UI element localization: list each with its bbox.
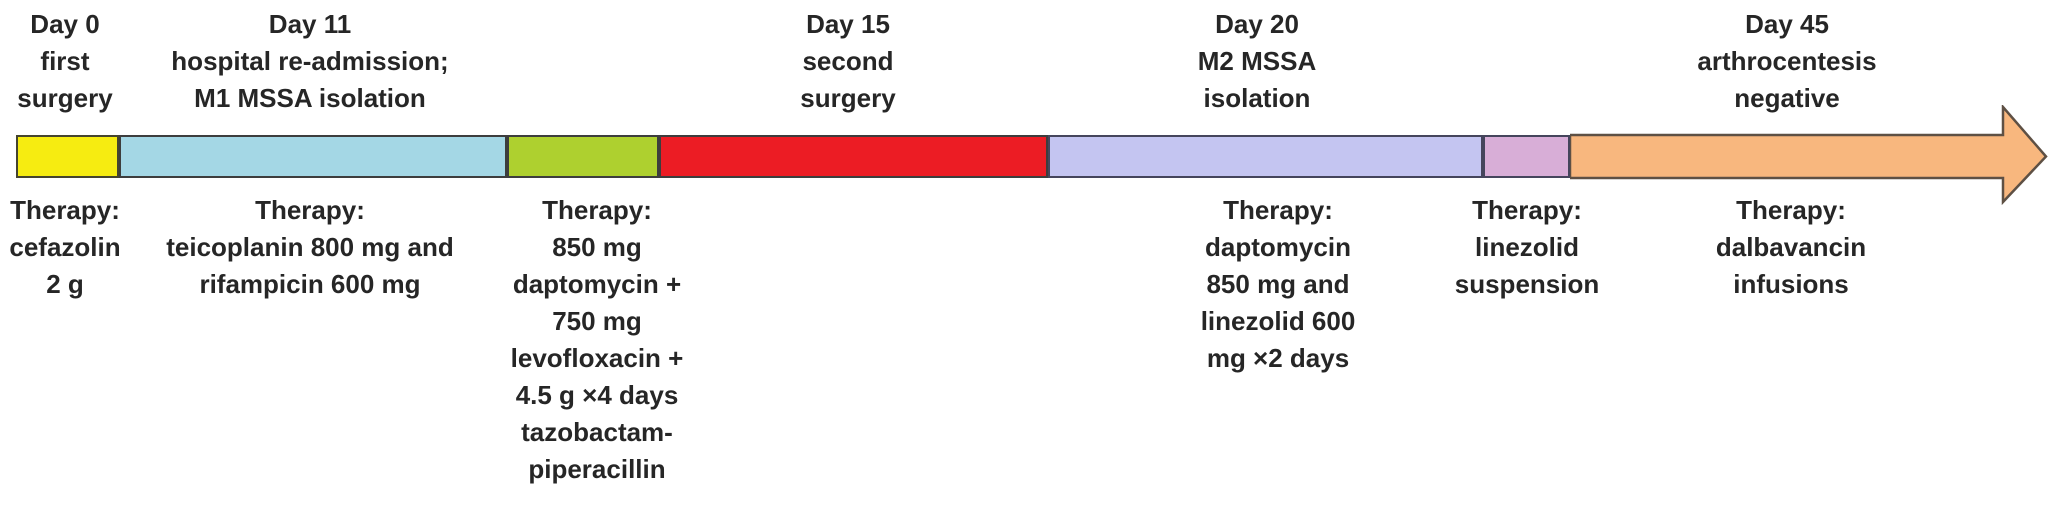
therapy-therapy-linezolid: Therapy: linezolid suspension <box>1455 192 1599 303</box>
therapy-line: 4.5 g ×4 days <box>515 380 679 410</box>
event-day-15: Day 15 second surgery <box>800 6 895 117</box>
therapy-therapy-cefazolin: Therapy: cefazolin 2 g <box>9 192 120 303</box>
therapy-line: daptomycin <box>1205 232 1351 262</box>
event-day-0: Day 0 first surgery <box>17 6 112 117</box>
right-arrow-shape <box>1570 105 2048 205</box>
therapy-line: 2 g <box>46 269 84 299</box>
event-line: hospital re-admission; <box>171 46 449 76</box>
therapy-line: 850 mg <box>552 232 642 262</box>
therapy-line: rifampicin 600 mg <box>199 269 421 299</box>
therapy-line: mg ×2 days <box>1206 343 1350 373</box>
segment-cefazolin-period <box>16 135 119 178</box>
event-line: surgery <box>17 83 113 113</box>
segment-linezolid-suspension-period <box>1483 135 1570 178</box>
therapy-line: Therapy: <box>1736 195 1846 225</box>
therapy-line: Therapy: <box>1223 195 1333 225</box>
therapy-therapy-daptomycin-levofloxacin: Therapy: 850 mg daptomycin + 750 mg levoflox… <box>511 192 684 488</box>
event-line: M2 MSSA <box>1197 46 1317 76</box>
therapy-line: Therapy: <box>542 195 652 225</box>
therapy-line: 750 mg <box>552 306 642 336</box>
segment-second-surgery-period <box>659 135 1048 178</box>
therapy-line: linezolid <box>1474 232 1579 262</box>
therapy-line: daptomycin + <box>512 269 682 299</box>
event-line: surgery <box>800 83 896 113</box>
event-day-45: Day 45 arthrocentesis negative <box>1697 6 1876 117</box>
therapy-line: teicoplanin 800 mg and <box>166 232 454 262</box>
event-line: second <box>802 46 894 76</box>
therapy-line: infusions <box>1733 269 1849 299</box>
therapy-line: levofloxacin + <box>510 343 684 373</box>
event-line: M1 MSSA isolation <box>194 83 426 113</box>
therapy-line: Therapy: <box>10 195 120 225</box>
event-line: isolation <box>1203 83 1311 113</box>
event-line: Day 0 <box>30 9 100 39</box>
event-line: negative <box>1734 83 1840 113</box>
segment-dalbavancin-period-arrow <box>1570 105 2048 205</box>
therapy-line: Therapy: <box>1472 195 1582 225</box>
event-line: first <box>40 46 90 76</box>
therapy-therapy-dalbavancin: Therapy: dalbavancin infusions <box>1716 192 1866 303</box>
therapy-line: linezolid 600 <box>1200 306 1356 336</box>
therapy-line: 850 mg and <box>1206 269 1350 299</box>
therapy-line: cefazolin <box>9 232 121 262</box>
event-day-20: Day 20 M2 MSSA isolation <box>1198 6 1316 117</box>
therapy-therapy-teicoplanin: Therapy: teicoplanin 800 mg and rifampicin… <box>166 192 454 303</box>
event-line: Day 11 <box>268 9 352 39</box>
event-line: arthrocentesis <box>1697 46 1877 76</box>
segment-teicoplanin-rifampicin-period <box>119 135 507 178</box>
therapy-line: dalbavancin <box>1715 232 1867 262</box>
therapy-therapy-daptomycin-linezolid: Therapy: daptomycin 850 mg and linezolid 60… <box>1201 192 1356 377</box>
segment-daptomycin-levofloxacin-period <box>507 135 659 178</box>
event-line: Day 45 <box>1745 9 1829 39</box>
therapy-line: tazobactam- <box>521 417 673 447</box>
event-line: Day 15 <box>806 9 890 39</box>
segment-daptomycin-linezolid-period <box>1048 135 1483 178</box>
therapy-line: Therapy: <box>255 195 365 225</box>
therapy-line: suspension <box>1454 269 1600 299</box>
event-day-11: Day 11 hospital re-admission; M1 MSSA isol… <box>171 6 448 117</box>
therapy-line: piperacillin <box>528 454 666 484</box>
event-line: Day 20 <box>1215 9 1299 39</box>
